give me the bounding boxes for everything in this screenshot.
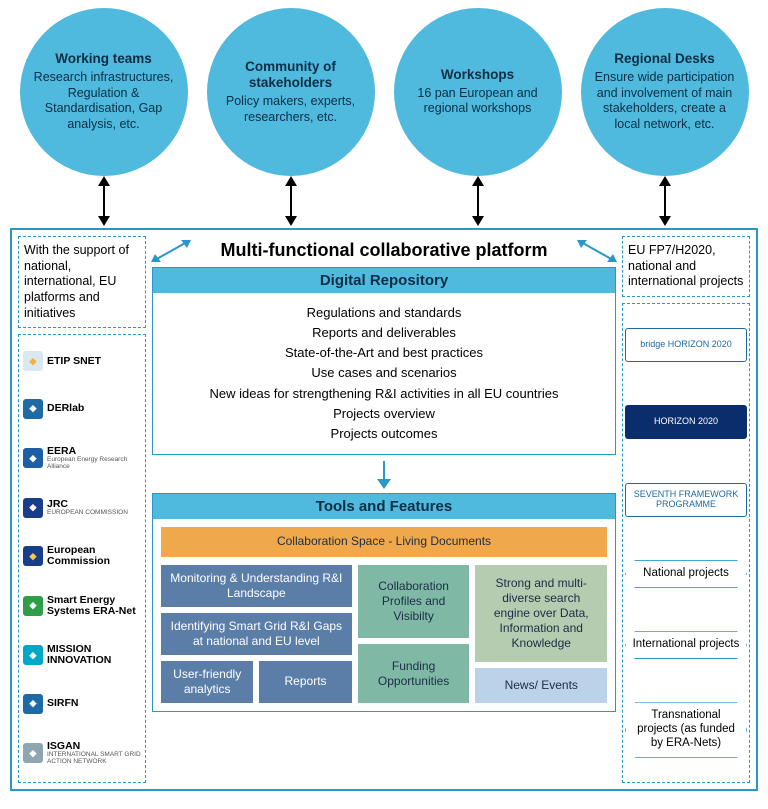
arrows-row <box>0 176 768 226</box>
tile-gap-analysis: Identifying Smart Grid R&I Gaps at natio… <box>161 613 352 655</box>
digital-repository-box: Digital Repository Regulations and stand… <box>152 267 616 455</box>
platform-logos-box: ◆ETIP SNET◆DERlab◆EERAEuropean Energy Re… <box>18 334 146 783</box>
projects-text-box: EU FP7/H2020, national and international… <box>622 236 750 297</box>
double-arrow-icon <box>20 176 188 226</box>
circle-title: Workshops <box>441 67 514 84</box>
circle-title: Working teams <box>55 51 152 68</box>
down-arrow-icon <box>374 459 394 489</box>
repository-item: Reports and deliverables <box>159 323 609 343</box>
logo-label: ETIP SNET <box>47 356 101 367</box>
logo-mark-icon: ◆ <box>23 448 43 468</box>
logo-mark-icon: ◆ <box>23 399 43 419</box>
tools-features-box: Tools and Features Collaboration Space -… <box>152 493 616 712</box>
main-platform-box: With the support of national, internatio… <box>10 228 758 791</box>
circle-body: 16 pan European and regional workshops <box>408 86 548 117</box>
circle-stakeholders: Community of stakeholders Policy makers,… <box>207 8 375 176</box>
double-arrow-icon <box>207 176 375 226</box>
circle-body: Policy makers, experts, researchers, etc… <box>221 94 361 125</box>
logo-mark-icon: ◆ <box>23 498 43 518</box>
tools-left-col: Monitoring & Understanding R&I Landscape… <box>161 565 352 703</box>
logo-label: SIRFN <box>47 698 79 709</box>
logo-label: DERlab <box>47 403 84 414</box>
section-header: Digital Repository <box>153 268 615 293</box>
project-category-hex: Transnational projects (as funded by ERA… <box>625 702 747 757</box>
logo-mark-icon: ◆ <box>23 596 43 616</box>
circle-working-teams: Working teams Research infrastruc­tures,… <box>20 8 188 176</box>
logo-label: European Commission <box>47 545 141 567</box>
circle-workshops: Workshops 16 pan European and regional w… <box>394 8 562 176</box>
tile-collaboration-space: Collaboration Space - Living Documents <box>161 527 607 557</box>
project-logo: SEVENTH FRAMEWORK PROGRAMME <box>625 483 747 517</box>
section-header: Tools and Features <box>153 494 615 519</box>
project-category-hex: International projects <box>625 631 747 659</box>
double-arrow-icon <box>394 176 562 226</box>
double-arrow-icon <box>581 176 749 226</box>
repository-item: New ideas for strengthening R&I activiti… <box>159 384 609 404</box>
repository-items: Regulations and standardsReports and del… <box>153 293 615 454</box>
project-logo: bridge HORIZON 2020 <box>625 328 747 362</box>
tile-reports: Reports <box>259 661 351 703</box>
left-column: With the support of national, internatio… <box>18 236 146 783</box>
projects-stack-box: bridge HORIZON 2020 HORIZON 2020 SEVENTH F… <box>622 303 750 783</box>
project-category-hex: National projects <box>625 560 747 588</box>
tile-news-events: News/ Events <box>475 668 607 703</box>
logo-mark-icon: ◆ <box>23 351 43 371</box>
platform-logo: ◆ SIRFN <box>21 693 143 715</box>
platform-logo: ◆Smart Energy Systems ERA-Net <box>21 594 143 618</box>
platform-logo: ◆EERAEuropean Energy Research Alliance <box>21 445 143 472</box>
support-text-box: With the support of national, internatio… <box>18 236 146 328</box>
project-logo: HORIZON 2020 <box>625 405 747 439</box>
repository-item: State-of-the-Art and best practices <box>159 343 609 363</box>
tile-search-engine: Strong and multi-diverse search engine o… <box>475 565 607 662</box>
platform-logo: ◆ISGANINTERNATIONAL SMART GRID ACTION NE… <box>21 740 143 767</box>
tile-funding: Funding Opportunities <box>358 644 470 703</box>
top-circles-row: Working teams Research infrastruc­tures,… <box>0 0 768 176</box>
logo-label: EERAEuropean Energy Research Alliance <box>47 446 141 471</box>
tools-right-col: Strong and multi-diverse search engine o… <box>475 565 607 703</box>
logo-mark-icon: ◆ <box>23 743 43 763</box>
tile-monitoring: Monitoring & Understanding R&I Landscape <box>161 565 352 607</box>
right-column: EU FP7/H2020, national and international… <box>622 236 750 783</box>
logo-label: ISGANINTERNATIONAL SMART GRID ACTION NET… <box>47 741 141 766</box>
platform-logo: ◆ DERlab <box>21 398 143 420</box>
tools-mid-col: Collaboration Profiles and Visibilty Fun… <box>358 565 470 703</box>
circle-title: Regional Desks <box>614 51 715 68</box>
circle-regional-desks: Regional Desks Ensure wide participa­tio… <box>581 8 749 176</box>
repository-item: Use cases and scenarios <box>159 363 609 383</box>
platform-logo: ◆MISSION INNOVATION <box>21 643 143 667</box>
circle-body: Ensure wide participa­tion and involveme… <box>595 70 735 133</box>
circle-body: Research infrastruc­tures, Regulation & … <box>34 70 174 133</box>
platform-logo: ◆European Commission <box>21 544 143 568</box>
platform-title: Multi-functional collaborative platform <box>220 240 547 261</box>
diag-arrow-right-icon <box>575 236 621 266</box>
repository-item: Regulations and standards <box>159 303 609 323</box>
diag-arrow-left-icon <box>147 236 193 266</box>
platform-logo: ◆ ETIP SNET <box>21 350 143 372</box>
tile-analytics: User-friendly analytics <box>161 661 253 703</box>
logo-mark-icon: ◆ <box>23 546 43 566</box>
logo-mark-icon: ◆ <box>23 645 43 665</box>
tile-collab-profiles: Collaboration Profiles and Visibilty <box>358 565 470 638</box>
platform-logo: ◆JRCEUROPEAN COMMISSION <box>21 497 143 519</box>
logo-label: Smart Energy Systems ERA-Net <box>47 595 141 617</box>
logo-label: MISSION INNOVATION <box>47 644 141 666</box>
circle-title: Community of stakeholders <box>221 59 361 93</box>
repository-item: Projects overview <box>159 404 609 424</box>
logo-label: JRCEUROPEAN COMMISSION <box>47 499 128 517</box>
tools-body: Monitoring & Understanding R&I Landscape… <box>153 557 615 711</box>
logo-mark-icon: ◆ <box>23 694 43 714</box>
center-column: Multi-functional collaborative platform … <box>152 236 616 783</box>
repository-item: Projects outcomes <box>159 424 609 444</box>
